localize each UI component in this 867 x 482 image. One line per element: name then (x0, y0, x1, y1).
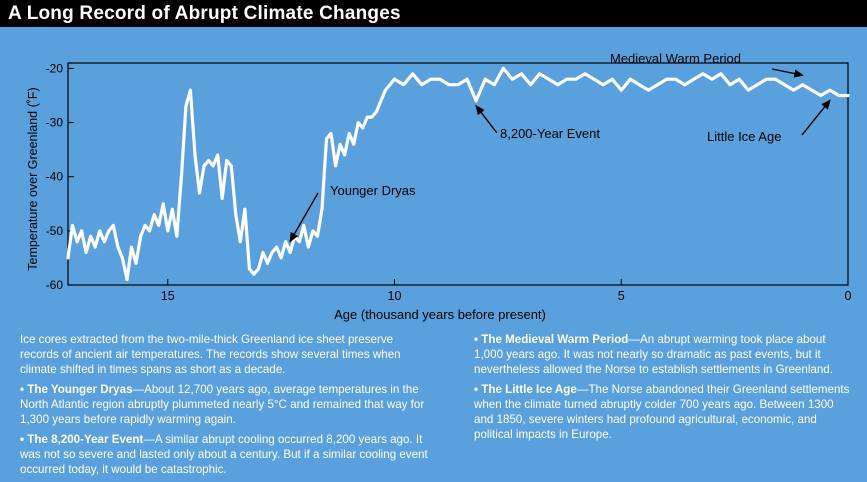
medieval-warm-heading: • The Medieval Warm Period (474, 333, 629, 346)
chart-title: A Long Record of Abrupt Climate Changes (8, 3, 401, 24)
event-8200-paragraph: • The 8,200-Year Event—A similar abrupt … (20, 432, 430, 477)
x-tick-label: 15 (161, 289, 175, 303)
annotation-arrow (475, 104, 498, 134)
text-column-left: Ice cores extracted from the two-mile-th… (20, 332, 430, 482)
title-bar: A Long Record of Abrupt Climate Changes (0, 0, 867, 27)
younger-dryas-paragraph: • The Younger Dryas—About 12,700 years a… (20, 382, 430, 427)
event-8200-body: —A similar abrupt cooling occurred 8,200… (20, 433, 428, 476)
y-tick-label: -40 (46, 170, 64, 184)
little-ice-age-body: —The Norse abandoned their Greenland set… (474, 383, 850, 441)
annotation-label: Younger Dryas (330, 183, 416, 198)
annotation-arrow (289, 192, 319, 243)
y-tick-label: -50 (46, 224, 64, 238)
intro-paragraph: Ice cores extracted from the two-mile-th… (20, 333, 401, 376)
x-axis-label: Age (thousand years before present) (334, 307, 546, 322)
annotation-label: 8,200-Year Event (500, 126, 600, 141)
climate-chart: -20 -30 -40 -50 -60 15 10 5 0 Younger Dryas 8,200-… (26, 51, 852, 322)
y-tick-label: -30 (46, 116, 64, 130)
younger-dryas-body: —About 12,700 years ago, average tempera… (20, 383, 425, 426)
text-column-right: • The Medieval Warm Period—An abrupt war… (474, 332, 852, 447)
y-tick-label: -60 (46, 278, 64, 292)
younger-dryas-heading: • The Younger Dryas (20, 383, 133, 396)
x-tick-label: 10 (388, 289, 402, 303)
medieval-warm-paragraph: • The Medieval Warm Period—An abrupt war… (474, 332, 852, 377)
plot-layer: -20 -30 -40 -50 -60 15 10 5 0 Younger Dryas 8,200-… (46, 51, 852, 303)
y-axis-label: Temperature over Greenland (˚F) (26, 87, 40, 270)
little-ice-age-paragraph: • The Little Ice Age—The Norse abandoned… (474, 382, 852, 442)
annotation-arrow (801, 99, 831, 136)
little-ice-age-heading: • The Little Ice Age (474, 383, 577, 396)
plot-frame (67, 62, 849, 286)
x-tick-label: 0 (845, 289, 852, 303)
text-area: Ice cores extracted from the two-mile-th… (0, 332, 867, 476)
medieval-warm-body: —An abrupt warming took place about 1,00… (474, 333, 833, 376)
annotation-arrow (771, 68, 805, 78)
event-8200-heading: • The 8,200-Year Event (20, 433, 144, 446)
temperature-series-line (66, 66, 850, 282)
x-tick-label: 5 (618, 289, 625, 303)
y-tick-label: -20 (46, 61, 64, 75)
annotation-label: Medieval Warm Period (610, 51, 741, 66)
annotation-label: Little Ice Age (707, 129, 781, 144)
